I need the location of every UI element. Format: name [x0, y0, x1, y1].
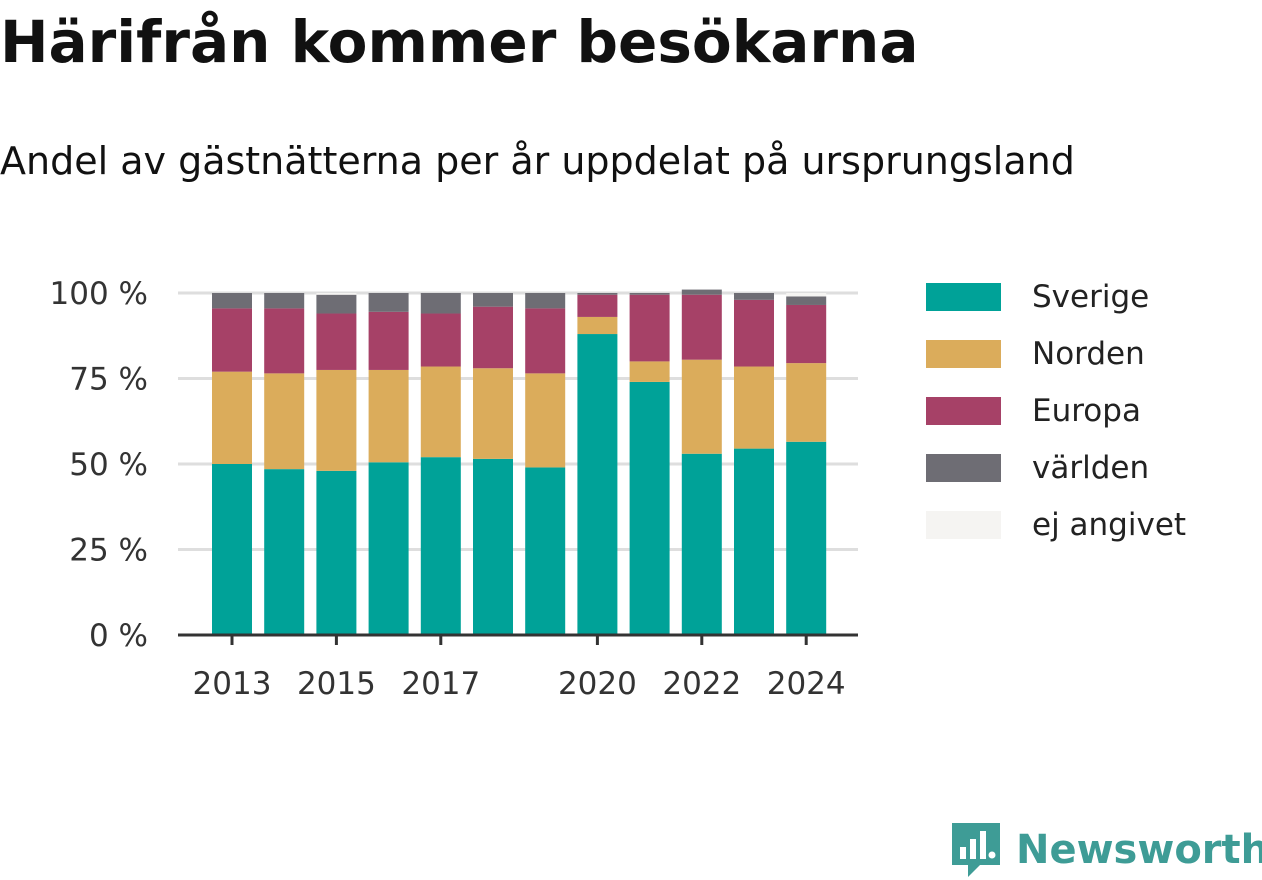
- legend-label: ej angivet: [1032, 506, 1187, 543]
- y-tick-label: 50 %: [69, 447, 148, 483]
- bar-segment-norden: [264, 373, 305, 470]
- bar-segment-europa: [420, 313, 461, 367]
- legend-item: världen: [926, 439, 1186, 496]
- bar-segment-sverige: [264, 469, 305, 635]
- legend-swatch: [926, 453, 1001, 482]
- x-tick-label: 2020: [558, 666, 637, 702]
- bar-segment-sverige: [420, 457, 461, 635]
- chart-subtitle: Andel av gästnätterna per år uppdelat på…: [0, 139, 1075, 183]
- legend-item: Europa: [926, 382, 1186, 439]
- legend-swatch: [926, 396, 1001, 425]
- bar-segment-norden: [316, 369, 357, 471]
- bar-segment-sverige: [681, 453, 722, 635]
- bar-segment-norden: [473, 368, 513, 459]
- bar-segment-norden: [629, 361, 670, 382]
- y-tick-label: 0 %: [89, 618, 148, 654]
- bar-segment-världen: [525, 293, 566, 309]
- bar-segment-sverige: [577, 334, 618, 635]
- bar-segment-världen: [316, 294, 357, 314]
- bar-segment-ej-angivet: [316, 293, 357, 295]
- bar-segment-europa: [525, 308, 566, 374]
- bar-segment-världen: [734, 293, 774, 300]
- bar-segment-europa: [316, 313, 357, 370]
- bar-segment-norden: [734, 366, 774, 449]
- legend-swatch: [926, 339, 1001, 368]
- bar-segment-europa: [212, 308, 252, 372]
- brand-logo: Newsworthy: [950, 820, 1262, 880]
- x-tick-label: 2013: [193, 666, 272, 702]
- legend-label: Norden: [1032, 335, 1145, 372]
- bar-segment-europa: [681, 294, 722, 360]
- bar-segment-världen: [629, 293, 670, 295]
- legend-label: Sverige: [1032, 278, 1150, 315]
- chart-title: Härifrån kommer besökarna: [0, 8, 919, 76]
- bar-segment-världen: [420, 293, 461, 314]
- legend-label: världen: [1032, 449, 1150, 486]
- bar-segment-sverige: [316, 470, 357, 635]
- bar-segment-sverige: [629, 381, 670, 635]
- bar-segment-europa: [368, 311, 409, 370]
- bar-segment-världen: [786, 296, 827, 305]
- bars: [212, 289, 827, 635]
- bar-segment-europa: [473, 306, 513, 369]
- legend-item: ej angivet: [926, 496, 1186, 553]
- bar-segment-norden: [786, 363, 827, 442]
- brand-name: Newsworthy: [1016, 827, 1262, 873]
- bar-segment-världen: [577, 293, 618, 295]
- bar-segment-sverige: [525, 467, 566, 635]
- x-tick-label: 2017: [401, 666, 480, 702]
- bar-segment-ej-angivet: [786, 293, 827, 297]
- bar-segment-världen: [212, 293, 252, 309]
- bar-segment-norden: [681, 359, 722, 454]
- bar-segment-sverige: [734, 448, 774, 635]
- bar-segment-norden: [525, 373, 566, 468]
- axes: 0 % 25 % 50 % 75 % 100 % 2013 2015 2017 2020 2022…: [50, 276, 858, 702]
- newsworthy-logo-icon: [952, 823, 1000, 877]
- bar-segment-europa: [264, 308, 305, 374]
- legend-swatch: [926, 282, 1001, 311]
- bar-segment-sverige: [212, 464, 252, 635]
- bar-segment-sverige: [473, 458, 513, 635]
- bar-segment-norden: [212, 371, 252, 464]
- bar-segment-världen: [473, 293, 513, 307]
- bar-segment-europa: [629, 294, 670, 362]
- x-tick-label: 2015: [297, 666, 376, 702]
- bar-segment-sverige: [786, 441, 827, 635]
- legend: Sverige Norden Europa världen ej angivet: [926, 268, 1186, 553]
- y-tick-label: 25 %: [69, 533, 148, 569]
- bar-segment-världen: [681, 289, 722, 295]
- bar-segment-sverige: [368, 462, 409, 635]
- bar-segment-norden: [368, 369, 409, 463]
- bar-segment-världen: [264, 293, 305, 309]
- legend-swatch: [926, 510, 1001, 539]
- legend-item: Sverige: [926, 268, 1186, 325]
- legend-item: Norden: [926, 325, 1186, 382]
- bar-segment-europa: [577, 294, 618, 317]
- bar-segment-norden: [420, 366, 461, 458]
- bar-segment-europa: [786, 304, 827, 364]
- y-tick-label: 75 %: [69, 362, 148, 398]
- y-tick-label: 100 %: [50, 276, 148, 312]
- bar-segment-världen: [368, 293, 409, 312]
- bar-segment-norden: [577, 316, 618, 335]
- x-tick-label: 2024: [767, 666, 846, 702]
- bar-segment-europa: [734, 299, 774, 367]
- x-tick-label: 2022: [662, 666, 741, 702]
- legend-label: Europa: [1032, 392, 1141, 429]
